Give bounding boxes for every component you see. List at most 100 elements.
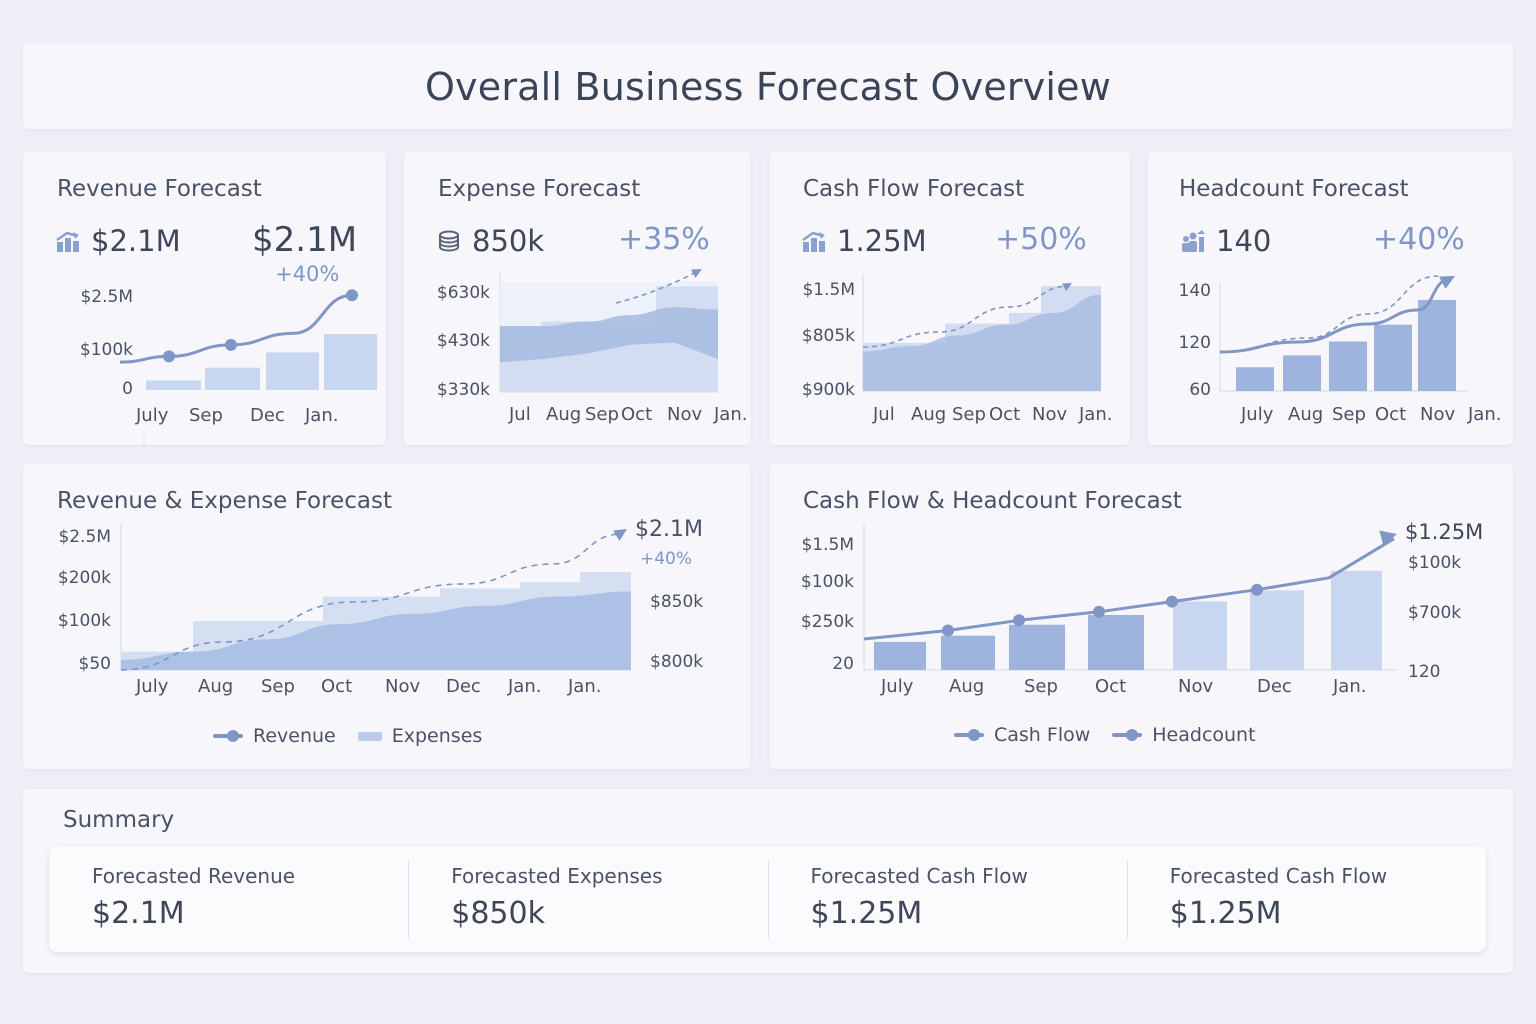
revenue-area <box>121 591 631 670</box>
x-tick-label: Nov <box>1420 404 1455 425</box>
x-tick-label: Dec <box>250 405 285 426</box>
headcount-forecast-card[interactable]: Headcount Forecast 140 +40% 140 120 60 July… <box>1148 152 1513 445</box>
y-tick-label-right: $700k <box>1408 603 1461 623</box>
x-tick-label: July <box>880 676 914 697</box>
legend-label: Headcount <box>1152 724 1256 746</box>
x-tick-label: Oct <box>989 404 1020 425</box>
cash-flow-bar <box>1331 570 1382 670</box>
bar-chart-up-icon <box>802 231 825 252</box>
x-tick-label: Sep <box>261 676 295 697</box>
summary-value: $2.1M <box>92 896 185 931</box>
bar <box>266 352 319 390</box>
kpi-row: 1.25M <box>801 224 927 258</box>
expense-band <box>500 307 718 363</box>
line-point <box>163 350 175 363</box>
revenue-expense-card[interactable]: Revenue & Expense Forecast $2.5M $200k $10… <box>23 464 751 769</box>
legend-item-expenses[interactable]: Expenses <box>357 725 482 747</box>
revenue-expense-chart: $2.5M $200k $100k $50 July Aug Sep Oct Nov Dec Jan… <box>58 517 703 697</box>
legend-item-revenue[interactable]: Revenue <box>213 725 336 747</box>
line-point <box>1166 595 1178 608</box>
line-point <box>346 289 358 302</box>
cashflow-area <box>863 294 1101 391</box>
cash-flow-bar <box>1250 590 1304 670</box>
expense-forecast-card[interactable]: Expense Forecast 850k +35% $630k $430k $33… <box>404 152 751 445</box>
x-tick-label: Sep <box>952 404 986 425</box>
kpi-row: 140 <box>1180 224 1271 258</box>
bar <box>1329 341 1367 391</box>
x-tick-label: Oct <box>321 676 352 697</box>
line-swatch-icon <box>954 729 984 741</box>
cash-flow-bar <box>1173 601 1227 670</box>
area-swatch-icon <box>357 731 382 741</box>
cash-flow-bar <box>1009 624 1065 670</box>
x-tick-label: Nov <box>1032 404 1067 425</box>
x-tick-label: Jan. <box>567 676 601 697</box>
x-tick-label: Aug <box>546 404 581 425</box>
y-tick-label-right: $100k <box>1408 553 1461 573</box>
x-tick-label: Nov <box>667 404 702 425</box>
summary-card: Summary Forecasted Revenue $2.1M Forecas… <box>23 789 1513 973</box>
summary-item[interactable]: Forecasted Expenses $850k <box>408 846 767 952</box>
trend-line <box>119 293 353 364</box>
expense-chart: $630k $430k $330k Jul Aug Sep Oct Nov Jan. <box>437 269 747 425</box>
y-tick-label: 20 <box>832 654 854 674</box>
y-tick-label-right: 120 <box>1408 662 1440 682</box>
y-tick-label: $2.5M <box>58 527 111 547</box>
cashflow-chart: $1.5M $805k $900k Jul Aug Sep Oct Nov Jan. <box>802 274 1112 425</box>
line-point <box>942 624 954 637</box>
trend-arrowhead <box>613 529 627 541</box>
line-point <box>1013 614 1025 627</box>
chart-legend: Cash Flow Headcount <box>954 724 1256 746</box>
x-tick-label: Jan. <box>713 404 747 425</box>
summary-item[interactable]: Forecasted Cash Flow $1.25M <box>1126 846 1486 952</box>
summary-item[interactable]: Forecasted Revenue $2.1M <box>49 846 408 952</box>
annotation-value: $2.1M <box>635 517 703 542</box>
kpi-percent: +50% <box>995 222 1087 257</box>
kpi-row: $2.1M <box>55 224 181 258</box>
x-tick-label: Nov <box>385 676 420 697</box>
bar <box>146 380 201 390</box>
cashflow-headcount-card[interactable]: Cash Flow & Headcount Forecast $1.5M $100… <box>769 464 1513 769</box>
x-tick-label: July <box>135 405 169 426</box>
bar <box>205 367 260 390</box>
y-tick-label: $430k <box>437 331 490 351</box>
kpi-percent: +35% <box>618 222 710 257</box>
y-tick-label: $100k <box>80 340 133 360</box>
kpi-value: $2.1M <box>91 224 181 258</box>
coin-stack-icon <box>439 230 459 252</box>
headcount-chart: 140 120 60 July Aug Sep Oct Nov Jan. <box>1179 275 1501 425</box>
line-point <box>1093 605 1105 618</box>
trend-line-dashed <box>120 533 622 671</box>
y-tick-label: $330k <box>437 380 490 400</box>
cashflow-forecast-card[interactable]: Cash Flow Forecast 1.25M +50% $1.5M $805k… <box>769 152 1130 445</box>
x-tick-label: Aug <box>198 676 233 697</box>
x-tick-label: Jan. <box>1467 404 1501 425</box>
y-tick-label-right: $850k <box>650 592 703 612</box>
x-tick-label: Jul <box>508 404 531 425</box>
kpi-value: 850k <box>472 224 545 258</box>
kpi-value: 140 <box>1216 224 1272 258</box>
headcount-line <box>863 537 1395 641</box>
legend-item-headcount[interactable]: Headcount <box>1112 724 1256 746</box>
x-tick-label: July <box>1240 404 1274 425</box>
x-tick-label: Jan. <box>1078 404 1112 425</box>
kpi-value: 1.25M <box>837 224 927 258</box>
trend-line-dashed <box>1219 275 1439 353</box>
line-point <box>225 338 237 351</box>
kpi-big-value: $2.1M <box>252 220 358 260</box>
annotation-percent: +40% <box>640 549 692 569</box>
y-tick-label: 140 <box>1179 281 1211 301</box>
summary-label: Forecasted Expenses <box>451 864 663 888</box>
y-tick-label: $1.5M <box>802 280 855 300</box>
bar <box>324 334 377 390</box>
y-tick-label: $1.5M <box>801 535 854 555</box>
x-tick-label: Sep <box>1024 676 1058 697</box>
trend-arrowhead <box>1439 276 1455 289</box>
summary-item[interactable]: Forecasted Cash Flow $1.25M <box>767 846 1127 952</box>
legend-item-cash-flow[interactable]: Cash Flow <box>954 724 1090 746</box>
revenue-forecast-card[interactable]: Revenue Forecast $2.1M $2.1M +40% $2.5M $… <box>23 152 386 445</box>
summary-value: $1.25M <box>810 896 923 931</box>
y-tick-label: $100k <box>801 572 854 592</box>
y-tick-label: $250k <box>801 612 854 632</box>
